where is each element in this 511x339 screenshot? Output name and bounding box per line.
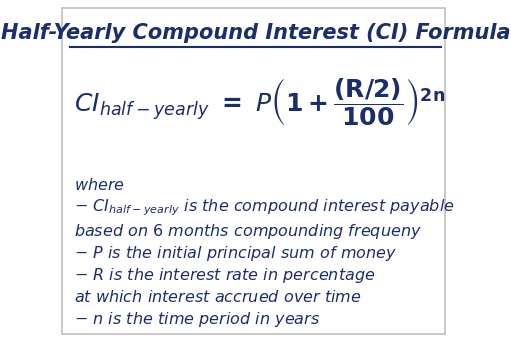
Text: $\mathit{-\ P\ is\ the\ initial\ principal\ sum\ of\ money}$: $\mathit{-\ P\ is\ the\ initial\ princip… xyxy=(74,244,397,263)
Text: $\mathit{-\ R\ is\ the\ interest\ rate\ in\ percentage}$: $\mathit{-\ R\ is\ the\ interest\ rate\ … xyxy=(74,266,376,285)
Text: $\mathit{-\ CI_{half-yearly}\ is\ the\ compound\ interest\ payable}$: $\mathit{-\ CI_{half-yearly}\ is\ the\ c… xyxy=(74,198,455,218)
Text: $\mathit{at\ which\ interest\ accrued\ over\ time}$: $\mathit{at\ which\ interest\ accrued\ o… xyxy=(74,289,362,305)
Text: $\mathit{where}$: $\mathit{where}$ xyxy=(74,177,125,193)
Text: Half-Yearly Compound Interest (CI) Formula: Half-Yearly Compound Interest (CI) Formu… xyxy=(1,23,510,43)
FancyBboxPatch shape xyxy=(62,8,445,334)
Text: $\mathit{-\ n\ is\ the\ time\ period\ in\ years}$: $\mathit{-\ n\ is\ the\ time\ period\ in… xyxy=(74,310,320,328)
Text: $\mathit{based\ on\ 6\ months\ compounding\ frequeny}$: $\mathit{based\ on\ 6\ months\ compoundi… xyxy=(74,222,422,241)
Text: $\mathbf{\mathit{CI}}_{\mathbf{\mathit{half-yearly}}}$$\ \mathbf{=}\ \mathbf{\ma: $\mathbf{\mathit{CI}}_{\mathbf{\mathit{h… xyxy=(74,76,445,128)
